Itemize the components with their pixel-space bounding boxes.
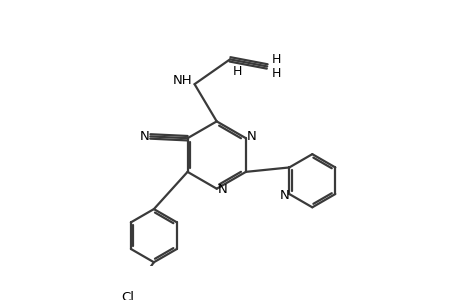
Text: N: N — [246, 130, 257, 143]
Text: N: N — [280, 189, 289, 202]
Text: H: H — [232, 65, 241, 78]
Text: H: H — [271, 53, 280, 66]
Text: Cl: Cl — [121, 291, 134, 300]
Text: NH: NH — [172, 74, 191, 87]
Text: N: N — [218, 183, 227, 196]
Text: N: N — [140, 130, 150, 143]
Text: H: H — [271, 67, 280, 80]
